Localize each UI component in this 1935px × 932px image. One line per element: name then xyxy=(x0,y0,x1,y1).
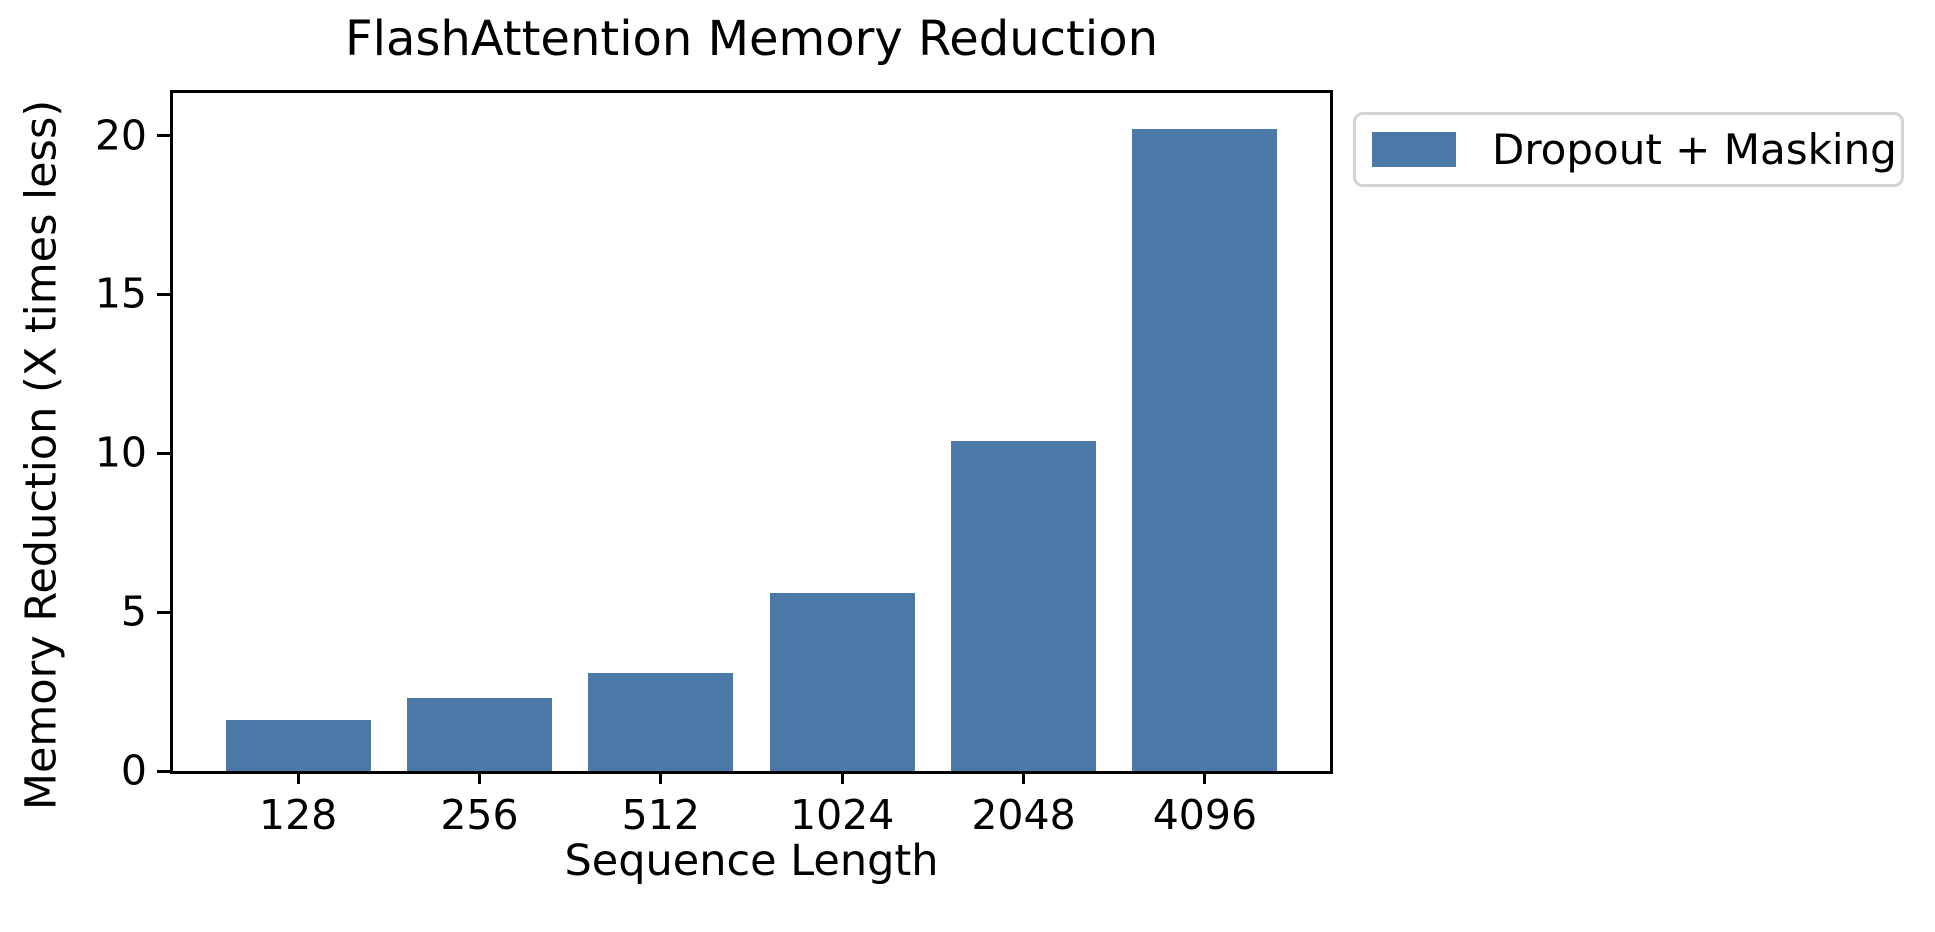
y-tick-mark xyxy=(157,769,170,773)
legend-label: Dropout + Masking xyxy=(1492,124,1897,174)
x-axis-label: Sequence Length xyxy=(564,836,939,886)
y-tick-label: 15 xyxy=(94,269,147,318)
bar-2048 xyxy=(950,440,1097,771)
x-tick-label: 256 xyxy=(440,791,519,839)
plot-area: 0 5 10 15 20 128 256 512 1024 2048 4096 xyxy=(95,90,1333,836)
bar-4096 xyxy=(1132,129,1278,771)
chart-title: FlashAttention Memory Reduction xyxy=(345,11,1158,67)
x-tick-label: 1024 xyxy=(790,791,895,839)
y-tick-mark xyxy=(157,451,170,455)
x-tick-mark xyxy=(840,771,844,784)
x-tick-mark xyxy=(659,771,663,784)
y-tick-mark xyxy=(157,292,170,296)
x-axis-ticks: 128 256 512 1024 2048 4096 xyxy=(173,93,1330,836)
x-tick-mark xyxy=(296,771,300,784)
y-tick-label: 5 xyxy=(120,587,147,636)
x-tick-label: 4096 xyxy=(1152,791,1258,839)
bar-256 xyxy=(406,697,553,771)
y-tick-label: 10 xyxy=(94,428,147,477)
bars-container xyxy=(173,93,1330,771)
y-axis-ticks: 0 5 10 15 20 xyxy=(95,93,1330,791)
x-tick-mark xyxy=(1203,771,1207,784)
x-tick-mark xyxy=(1022,771,1026,784)
y-tick-mark xyxy=(157,134,170,138)
bar-128 xyxy=(225,720,371,771)
legend-swatch-icon xyxy=(1372,132,1456,167)
legend: Dropout + Masking xyxy=(1353,112,1904,187)
x-tick-label: 2048 xyxy=(971,791,1076,839)
y-tick-label: 0 xyxy=(120,746,147,795)
y-tick-label: 20 xyxy=(94,111,147,160)
bar-512 xyxy=(588,672,734,771)
x-tick-mark xyxy=(477,771,481,784)
y-axis-label: Memory Reduction (X times less) xyxy=(16,99,67,811)
y-tick-mark xyxy=(157,610,170,614)
x-tick-label: 512 xyxy=(621,791,700,839)
bar-1024 xyxy=(769,593,915,771)
x-tick-label: 128 xyxy=(258,791,338,839)
